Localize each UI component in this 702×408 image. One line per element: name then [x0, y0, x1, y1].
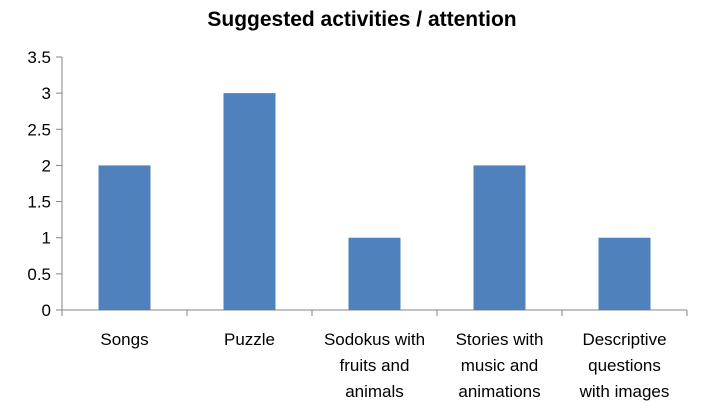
category-labels: Songs Puzzle Sodokus with fruits and animals… — [100, 330, 669, 401]
category-label: Stories with music and animations — [456, 330, 544, 401]
bar-1 — [98, 165, 151, 310]
bar-3 — [348, 237, 401, 310]
chart-title: Suggested activities / attention — [207, 8, 516, 31]
category-label: Sodokus with fruits and animals — [324, 330, 425, 401]
y-tick-label: 0.5 — [27, 265, 51, 284]
category-label: Puzzle — [224, 330, 275, 349]
bar-2 — [223, 93, 276, 311]
y-tick-label: 1.5 — [27, 193, 51, 212]
y-tick-label: 3 — [42, 84, 51, 103]
category-label-line: questions — [588, 356, 661, 375]
y-tick-label: 1 — [42, 229, 51, 248]
y-axis: 0 0.5 1 1.5 2 2.5 3 3.5 — [27, 48, 63, 320]
y-tick-label: 2 — [42, 156, 51, 175]
x-axis — [61, 309, 688, 316]
category-label: Songs — [100, 330, 148, 349]
y-tick-label: 2.5 — [27, 120, 51, 139]
category-label-line: Stories with — [456, 330, 544, 349]
category-label-line: Songs — [100, 330, 148, 349]
category-label-line: with images — [579, 382, 670, 401]
bars — [98, 93, 651, 311]
bar-4 — [473, 165, 526, 310]
category-label: Descriptive questions with images — [579, 330, 670, 401]
category-label-line: animals — [345, 382, 404, 401]
bar-5 — [598, 237, 651, 310]
y-tick-label: 0 — [42, 301, 51, 320]
y-tick-label: 3.5 — [27, 48, 51, 67]
category-label-line: music and — [461, 356, 538, 375]
category-label-line: Sodokus with — [324, 330, 425, 349]
category-label-line: fruits and — [340, 356, 410, 375]
category-label-line: animations — [458, 382, 540, 401]
category-label-line: Puzzle — [224, 330, 275, 349]
category-label-line: Descriptive — [582, 330, 666, 349]
